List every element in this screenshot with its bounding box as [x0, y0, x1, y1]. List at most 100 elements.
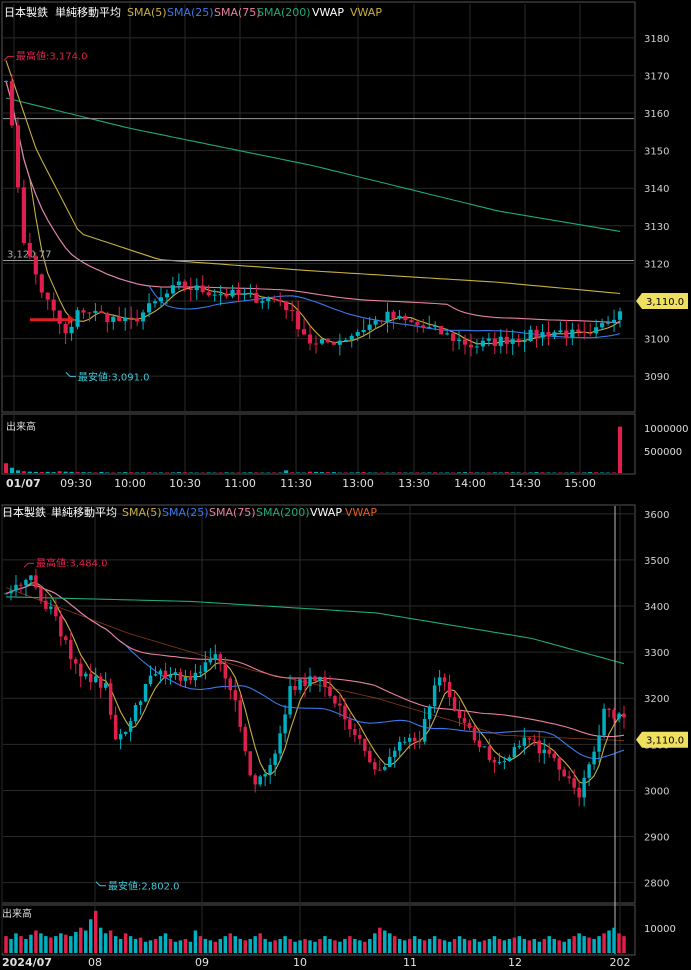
bot-candle-body-87 [437, 677, 442, 686]
top-volume-bar-12 [75, 472, 80, 473]
bot-volume-bar-25 [128, 936, 133, 953]
top-y-tick-7: 3160 [644, 109, 669, 120]
top-candle-body-80 [480, 340, 485, 347]
bot-candle-body-1 [9, 590, 13, 594]
bot-high-label: 最高値:3,484.0 [36, 556, 108, 569]
top-candle-body-76 [456, 339, 462, 341]
daily-legend-sma75: SMA(75) [209, 506, 256, 519]
top-low-label: 最安値:3,091.0 [78, 370, 150, 383]
bot-candle-body-96 [482, 746, 487, 748]
bot-volume-bar-1 [9, 938, 13, 953]
top-volume-bar-8 [51, 472, 56, 473]
intraday-volume-tick-1: 1000000 [644, 424, 689, 435]
bot-candle-body-54 [273, 753, 277, 765]
bot-candle-body-4 [24, 579, 28, 586]
bot-candle-body-107 [537, 740, 542, 754]
top-candle-body-13 [81, 310, 86, 313]
top-candle-body-60 [361, 329, 366, 333]
bot-volume-bar-38 [193, 930, 198, 953]
bot-volume-bar-82 [412, 936, 417, 953]
top-candle-body-65 [391, 311, 396, 319]
top-x-tick-3: 10:30 [169, 477, 201, 490]
bot-volume-bar-78 [393, 936, 397, 953]
bot-volume-bar-59 [298, 940, 302, 953]
top-candle-body-93 [558, 330, 563, 333]
top-volume-bar-52 [313, 471, 319, 473]
intraday-y-axis: 3090310031103120313031403150316031703180… [636, 34, 688, 383]
bot-volume-bar-19 [98, 927, 103, 953]
top-volume-bar-23 [141, 472, 146, 473]
bot-candle-body-82 [412, 737, 417, 742]
bot-low-label: 最安値:2,802.0 [108, 880, 180, 893]
bot-volume-bar-60 [303, 938, 307, 953]
top-volume-bar-2 [15, 470, 20, 473]
bot-candle-body-57 [288, 686, 292, 715]
bot-volume-bar-31 [158, 936, 163, 953]
bot-candle-body-75 [378, 769, 382, 771]
bot-candle-body-20 [103, 683, 108, 688]
top-candle-body-5 [33, 256, 38, 275]
top-volume-bar-54 [325, 472, 330, 473]
top-volume-bar-61 [367, 472, 372, 473]
top-volume-bar-81 [486, 472, 491, 473]
top-candle-body-36 [218, 294, 223, 296]
bot-volume-bar-120 [602, 933, 606, 953]
bot-candle-body-42 [213, 654, 218, 660]
top-volume-bar-4 [27, 471, 32, 473]
bot-candle-body-34 [173, 672, 178, 675]
top-candle-body-50 [301, 329, 307, 335]
bot-volume-bar-74 [373, 933, 377, 953]
top-candle-body-15 [93, 310, 98, 313]
daily-legend-sma25: SMA(25) [162, 506, 209, 519]
bot-volume-bar-114 [572, 936, 576, 953]
bot-volume-bar-22 [113, 936, 118, 953]
top-sma75-line [5, 80, 621, 324]
bot-candle-body-35 [178, 672, 183, 681]
bot-volume-bar-10 [54, 936, 58, 953]
top-candle-body-102 [611, 319, 617, 323]
top-candle-body-44 [266, 298, 271, 302]
bot-candle-body-61 [308, 676, 312, 687]
bot-volume-bar-9 [49, 937, 53, 953]
top-x-tick-5: 11:30 [280, 477, 312, 490]
bot-candle-body-116 [582, 777, 586, 798]
top-candle-body-21 [129, 317, 134, 319]
top-volume-bar-48 [290, 472, 295, 473]
bot-volume-bar-17 [88, 919, 93, 953]
bot-candle-body-106 [532, 739, 537, 741]
bot-volume-bar-7 [39, 933, 43, 953]
top-volume-bar-98 [588, 472, 593, 473]
bot-volume-bar-122 [612, 927, 616, 953]
bot-candle-body-66 [333, 695, 337, 704]
bot-candle-body-109 [547, 749, 551, 754]
top-volume-bar-55 [331, 472, 336, 473]
bot-candle-body-13 [69, 640, 73, 660]
bot-volume-bar-81 [407, 938, 412, 953]
bot-candle-body-73 [368, 750, 372, 763]
top-candle-body-23 [141, 312, 146, 322]
bot-candle-body-118 [592, 751, 596, 765]
top-candle-body-64 [385, 311, 390, 322]
bot-candle-body-39 [198, 671, 203, 673]
intraday-legend-vwap2: VWAP [350, 6, 382, 19]
bot-candle-body-14 [74, 659, 78, 664]
top-candle-body-63 [379, 320, 384, 322]
bot-volume-bar-16 [84, 930, 88, 953]
bot-volume-bar-29 [148, 940, 153, 953]
top-volume-bar-93 [558, 472, 563, 473]
top-volume-bar-7 [45, 471, 50, 473]
daily-y-axis: 2800290030003100320033003400350036003,11… [636, 510, 688, 890]
top-candle-body-59 [355, 332, 360, 336]
bot-candle-body-3 [19, 584, 23, 586]
top-candle-body-46 [278, 299, 283, 302]
bot-low-pointer [95, 881, 106, 887]
bot-volume-bar-109 [547, 936, 551, 953]
bot-volume-bar-53 [268, 941, 272, 953]
top-volume-bar-77 [462, 472, 468, 473]
bot-candle-body-5 [29, 575, 33, 580]
bot-volume-bar-121 [607, 930, 611, 953]
top-candle-body-43 [260, 301, 265, 303]
bot-x-tick-5: 12 [508, 956, 522, 969]
bot-volume-bar-70 [353, 938, 357, 953]
